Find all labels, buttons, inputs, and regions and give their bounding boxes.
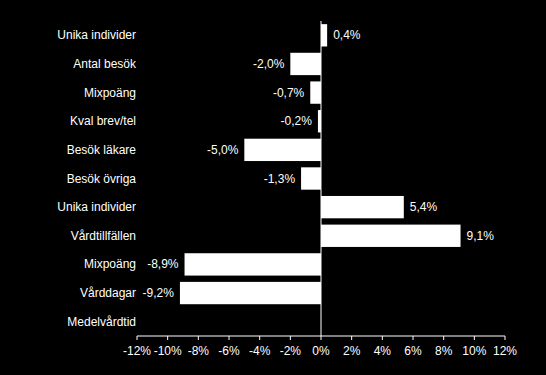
- bar: [321, 225, 461, 247]
- zero-line: [321, 21, 322, 336]
- bar: [321, 24, 327, 46]
- x-tick-label: -2%: [280, 344, 302, 358]
- category-label: Vårdtillfällen: [71, 229, 136, 243]
- x-tick: [382, 336, 383, 340]
- data-label: 5,4%: [410, 200, 438, 214]
- data-label: -0,2%: [281, 114, 313, 128]
- x-tick: [505, 336, 506, 340]
- bar: [185, 253, 321, 275]
- data-label: -9,2%: [143, 286, 175, 300]
- x-tick: [137, 336, 138, 340]
- category-label: Besök övriga: [67, 172, 137, 186]
- bar: [290, 53, 321, 75]
- chart: Unika individer Antal besök Mixpoäng Kval b…: [0, 0, 546, 375]
- category-label: Kval brev/tel: [70, 114, 136, 128]
- chart-container: Unika individer Antal besök Mixpoäng Kval b…: [0, 0, 546, 375]
- category-label: Vårddagar: [80, 286, 136, 300]
- x-tick: [321, 336, 322, 340]
- x-tick-label: -8%: [188, 344, 210, 358]
- x-tick: [351, 336, 352, 340]
- x-tick-label: -4%: [249, 344, 271, 358]
- x-tick-label: -12%: [123, 344, 151, 358]
- x-tick-label: -6%: [218, 344, 240, 358]
- x-tick: [229, 336, 230, 340]
- category-label: Besök läkare: [67, 143, 137, 157]
- x-tick-label: 8%: [435, 344, 453, 358]
- data-label: 9,1%: [467, 229, 495, 243]
- bars: [180, 24, 461, 304]
- x-tick-label: 0%: [312, 344, 330, 358]
- x-tick-label: 6%: [404, 344, 422, 358]
- category-label: Unika individer: [57, 200, 136, 214]
- bar: [310, 81, 321, 103]
- data-label: -8,9%: [147, 257, 179, 271]
- category-label: Mixpoäng: [84, 257, 136, 271]
- data-label: 0,4%: [333, 28, 361, 42]
- data-label: -5,0%: [207, 143, 239, 157]
- x-tick: [413, 336, 414, 340]
- data-label: -1,3%: [264, 172, 296, 186]
- x-tick: [290, 336, 291, 340]
- x-tick-label: 12%: [493, 344, 517, 358]
- x-tick: [198, 336, 199, 340]
- category-label: Unika individer: [57, 28, 136, 42]
- x-tick: [259, 336, 260, 340]
- bar: [180, 282, 321, 304]
- category-label: Antal besök: [73, 57, 137, 71]
- x-tick: [474, 336, 475, 340]
- x-tick-label: 2%: [343, 344, 361, 358]
- x-tick: [443, 336, 444, 340]
- x-tick-label: -10%: [154, 344, 182, 358]
- x-tick-label: 10%: [462, 344, 486, 358]
- data-label: -0,7%: [273, 86, 305, 100]
- x-tick-label: 4%: [374, 344, 392, 358]
- bar: [244, 139, 321, 161]
- category-label: Mixpoäng: [84, 86, 136, 100]
- x-tick: [167, 336, 168, 340]
- data-label: -2,0%: [253, 57, 285, 71]
- category-label: Medelvårdtid: [67, 315, 136, 329]
- bar: [301, 167, 321, 189]
- bar: [321, 196, 404, 218]
